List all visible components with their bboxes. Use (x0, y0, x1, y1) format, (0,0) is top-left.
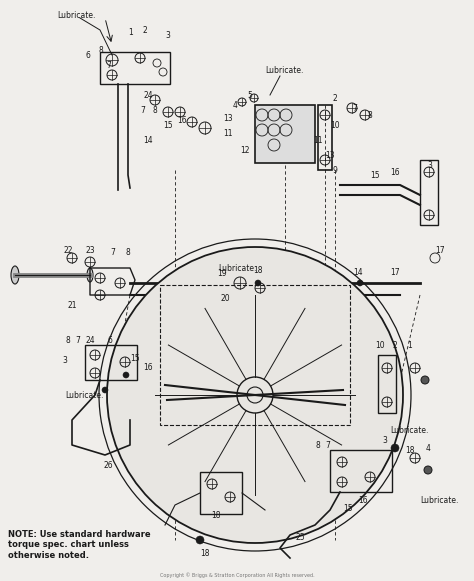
Text: Lubricate.: Lubricate. (390, 425, 428, 435)
Bar (100, 52, 170, 84)
Text: 14: 14 (143, 135, 153, 145)
Text: 3: 3 (383, 436, 387, 444)
Circle shape (424, 466, 432, 474)
Text: 17: 17 (435, 246, 445, 254)
Bar (420, 160, 438, 225)
Text: 10: 10 (330, 120, 340, 130)
Text: 6: 6 (108, 335, 112, 345)
Circle shape (107, 247, 403, 543)
Text: 8: 8 (316, 440, 320, 450)
Text: 15: 15 (370, 170, 380, 180)
Text: Lubricate.: Lubricate. (420, 496, 458, 504)
Text: 18: 18 (405, 446, 415, 454)
Text: 1: 1 (128, 27, 133, 37)
Bar (200, 472, 242, 514)
Text: 3: 3 (63, 356, 67, 364)
Text: Lubricate.: Lubricate. (65, 390, 103, 400)
Text: 3: 3 (428, 160, 432, 170)
Text: 9: 9 (333, 166, 337, 174)
Text: 7: 7 (141, 106, 146, 114)
Text: 2: 2 (143, 26, 147, 34)
Ellipse shape (11, 266, 19, 284)
Bar (330, 450, 392, 492)
Text: 25: 25 (295, 533, 305, 541)
Text: 16: 16 (177, 116, 187, 124)
Text: 13: 13 (325, 150, 335, 160)
Text: 10: 10 (375, 340, 385, 350)
Text: 16: 16 (143, 363, 153, 371)
Text: 1: 1 (408, 340, 412, 350)
Bar (318, 105, 332, 170)
Text: 24: 24 (143, 91, 153, 99)
Text: 8: 8 (368, 110, 373, 120)
Bar (85, 345, 137, 380)
Text: 8: 8 (65, 335, 70, 345)
Text: 7: 7 (107, 60, 111, 70)
Text: Lubricate.: Lubricate. (218, 264, 256, 272)
Text: 18: 18 (200, 548, 210, 558)
Circle shape (102, 387, 108, 393)
Text: Lubricate.: Lubricate. (57, 10, 95, 20)
Text: 14: 14 (353, 267, 363, 277)
Text: Copyright © Briggs & Stratton Corporation All Rights reserved.: Copyright © Briggs & Stratton Corporatio… (160, 572, 314, 578)
Text: 11: 11 (313, 135, 323, 145)
Text: 12: 12 (240, 145, 250, 155)
Circle shape (421, 376, 429, 384)
Text: Lubricate.: Lubricate. (265, 66, 303, 74)
Text: 5: 5 (247, 91, 253, 99)
Bar (378, 355, 396, 413)
Text: 8: 8 (126, 248, 130, 256)
Text: 23: 23 (85, 246, 95, 254)
Text: 16: 16 (358, 496, 368, 504)
Bar (255, 105, 315, 163)
Text: 4: 4 (233, 101, 237, 109)
Text: 4: 4 (426, 443, 430, 453)
Text: 7: 7 (353, 103, 357, 113)
Text: 15: 15 (163, 120, 173, 130)
Text: 20: 20 (220, 293, 230, 303)
Text: NOTE: Use standard hardware
torque spec. chart unless
otherwise noted.: NOTE: Use standard hardware torque spec.… (8, 530, 151, 560)
Ellipse shape (87, 268, 93, 282)
Text: 7: 7 (326, 440, 330, 450)
Text: 24: 24 (85, 335, 95, 345)
Text: 2: 2 (392, 340, 397, 350)
Text: 8: 8 (153, 106, 157, 114)
Text: 19: 19 (217, 268, 227, 278)
Text: 13: 13 (223, 113, 233, 123)
Circle shape (357, 280, 363, 286)
Text: 3: 3 (165, 30, 171, 40)
Text: 21: 21 (67, 300, 77, 310)
Text: 26: 26 (103, 461, 113, 469)
Text: 18: 18 (211, 511, 221, 519)
Text: 7: 7 (110, 248, 116, 256)
Text: 8: 8 (99, 45, 103, 55)
Text: 17: 17 (390, 267, 400, 277)
Text: 22: 22 (63, 246, 73, 254)
Text: 16: 16 (390, 167, 400, 177)
Circle shape (123, 372, 129, 378)
Bar (160, 285, 350, 425)
Text: 18: 18 (253, 266, 263, 274)
Circle shape (391, 444, 399, 452)
Text: 11: 11 (223, 128, 233, 138)
Text: 6: 6 (86, 51, 91, 59)
Text: 2: 2 (333, 94, 337, 102)
Circle shape (196, 536, 204, 544)
Circle shape (255, 280, 261, 286)
Text: 15: 15 (343, 504, 353, 512)
Text: 15: 15 (130, 353, 140, 363)
Text: 7: 7 (75, 335, 81, 345)
